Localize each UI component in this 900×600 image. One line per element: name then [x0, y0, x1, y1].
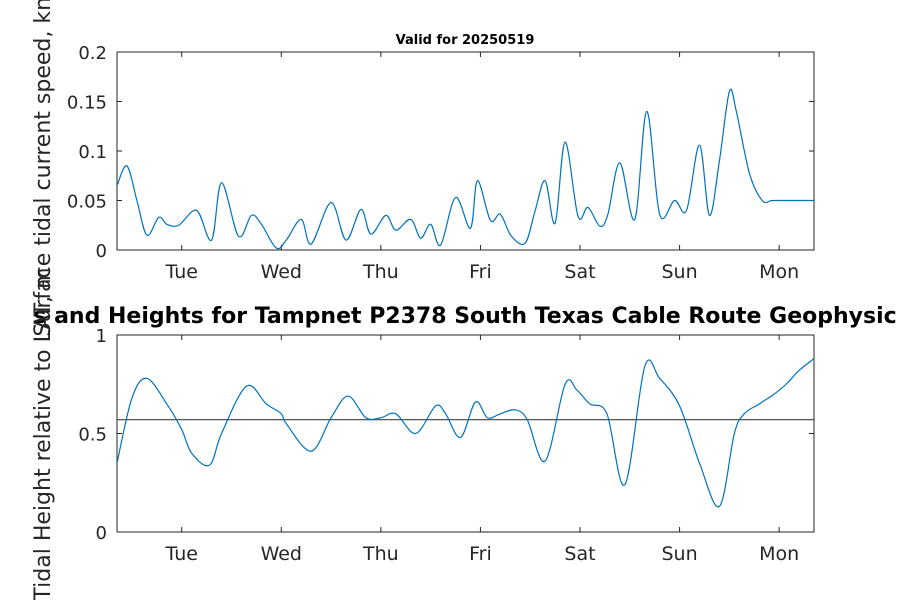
x-tick-label: Tue [164, 261, 197, 283]
x-tick-label: Wed [261, 261, 302, 283]
current-speed-title: Valid for 20250519 [396, 33, 535, 48]
current-speed-axes: 0 0.05 0.1 0.15 0.2 Tue Wed Thu Fri Sat Sun Mon [67, 43, 815, 283]
tidal-height-ylabel: Tidal Height relative to LAT, m [31, 267, 56, 600]
y-tick-label: 0.1 [78, 142, 107, 163]
x-tick-label: Wed [261, 543, 302, 565]
y-tick-label: 1 [96, 326, 107, 347]
y-tick-label: 0.2 [78, 43, 107, 64]
x-tick-label: Sun [662, 261, 698, 283]
current-speed-ylabel: Surface tidal current speed, knots [31, 0, 56, 337]
x-tick-label: Mon [759, 261, 799, 283]
x-tick-label: Sat [564, 261, 595, 283]
axes-box [116, 334, 815, 533]
x-tick-label: Thu [362, 543, 399, 565]
y-tick-label: 0 [96, 523, 107, 544]
axes-box [116, 51, 815, 251]
x-tick-label: Sun [662, 543, 698, 565]
y-tick-label: 0.05 [67, 192, 107, 213]
x-tick-label: Sat [564, 543, 595, 565]
series-line [117, 358, 814, 508]
x-tick-label: Tue [164, 543, 197, 565]
tidal-height-axes: 0 0.5 1 Tue Wed Thu Fri Sat Sun Mon [78, 326, 815, 565]
y-tick-label: 0 [96, 241, 107, 262]
x-tick-label: Thu [362, 261, 399, 283]
y-tick-label: 0.15 [67, 93, 107, 114]
tidal-height-plot: s and Heights for Tampnet P2378 South Te… [33, 304, 896, 565]
x-tick-label: Fri [469, 261, 492, 283]
x-tick-label: Mon [759, 543, 799, 565]
series-line [117, 88, 814, 250]
x-tick-label: Fri [469, 543, 492, 565]
tidal-height-title: s and Heights for Tampnet P2378 South Te… [33, 304, 896, 329]
y-tick-label: 0.5 [78, 425, 107, 446]
current-speed-plot: Valid for 20250519 0 0.05 0.1 0.15 0.2 Tue Wed… [67, 33, 815, 283]
